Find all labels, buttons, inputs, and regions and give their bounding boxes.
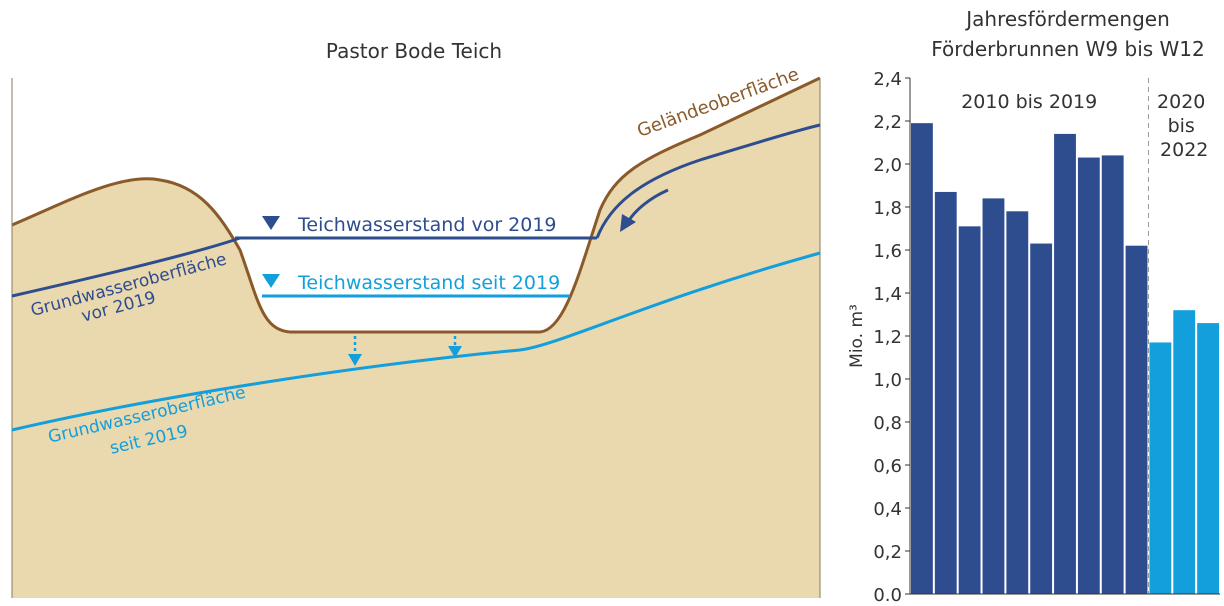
y-axis-label: Mio. m³ [847,304,867,368]
bar [982,198,1005,594]
y-tick-label: 1,8 [873,198,902,219]
y-tick-label: 1,0 [873,370,902,391]
bar [1197,323,1219,594]
bar [1030,243,1053,595]
groundwater-since [11,251,821,432]
bar-chart: Jahresfördermengen Förderbrunnen W9 bis … [847,7,1220,606]
y-tick-label: 1,6 [873,241,902,262]
pond-label: Teichwasserstand seit 2019 [297,272,560,294]
diagram: Pastor Bode Teich Geländeoberfläche Teic… [11,39,821,599]
y-tick-label: 2,2 [873,112,902,133]
y-tick-label: 0,4 [873,499,902,520]
arrow-head [620,214,636,232]
y-tick-label: 0,8 [873,413,902,434]
y-tick-label: 0,2 [873,542,902,563]
y-tick-label: 0,6 [873,456,902,477]
bar [1054,133,1076,594]
y-tick-label: 0.0 [873,585,902,602]
bar [934,191,957,594]
chart-title: Förderbrunnen W9 bis W12 [931,37,1205,61]
group-label: 2010 bis 2019 [961,91,1097,113]
bar [911,123,933,595]
chart-title: Jahresfördermengen [964,7,1170,31]
bar [1101,155,1124,594]
terrain-line [11,76,821,334]
pond-label: Teichwasserstand vor 2019 [297,214,557,236]
bar [1173,310,1196,594]
seepage-head [448,346,462,358]
groundwater-before [595,123,821,239]
y-tick-label: 2,4 [873,69,902,90]
level-marker [262,274,280,288]
ground [12,78,820,598]
frame [11,77,821,599]
bar [958,226,981,594]
y-tick-label: 2,0 [873,155,902,176]
groundwater-before [11,236,241,298]
level-marker [262,216,280,230]
seepage-head [348,354,362,366]
bar [1149,342,1172,594]
diagram-title: Pastor Bode Teich [326,39,502,63]
bar [1006,211,1029,595]
bar [1077,157,1100,595]
y-tick-label: 1,4 [873,284,902,305]
y-tick-label: 1,2 [873,327,902,348]
bar [1125,245,1148,594]
group-label: 2020 bis 2022 [1157,91,1211,161]
